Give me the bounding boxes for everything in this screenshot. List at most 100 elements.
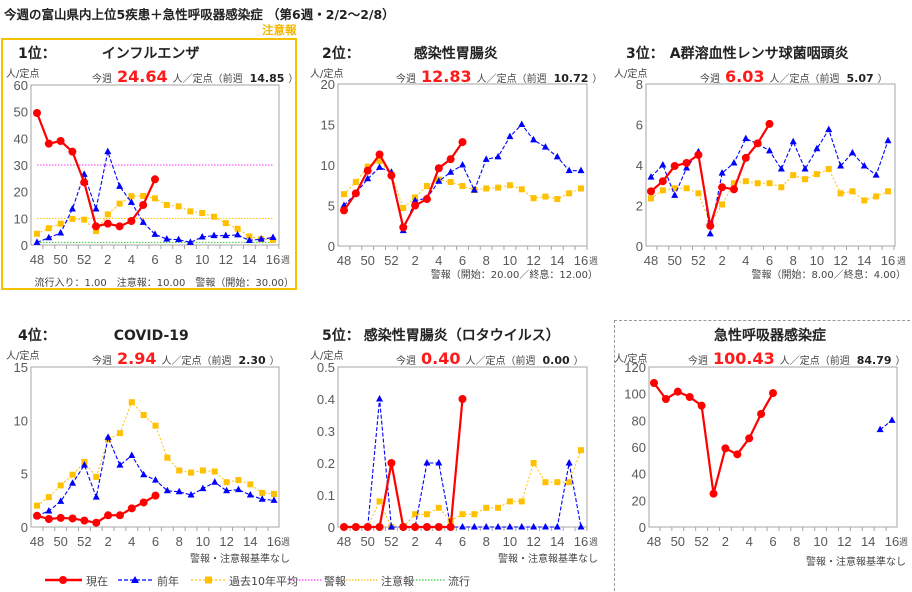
x-axis-unit: 週 (589, 256, 598, 267)
x-tick-label: 12 (219, 534, 233, 549)
data-point-prior (459, 523, 466, 530)
data-point-prior (33, 238, 41, 245)
data-point-prior (577, 166, 585, 174)
data-point-prior (92, 493, 100, 500)
data-point-prior (139, 218, 147, 225)
data-point-avg (542, 193, 549, 200)
data-point-current (729, 185, 738, 194)
close-paren: ） (573, 356, 584, 367)
x-tick-label: 12 (219, 252, 233, 267)
data-point-avg (554, 479, 561, 486)
data-point-current (694, 150, 703, 159)
data-point-avg (187, 208, 194, 215)
x-tick-label: 8 (793, 534, 800, 549)
x-tick-label: 12 (526, 253, 540, 268)
data-point-avg (754, 180, 761, 187)
x-tick-label: 50 (53, 534, 67, 549)
legend-current-marker (59, 576, 67, 584)
data-point-avg (495, 504, 502, 511)
disease-name: 感染性胃腸炎 (413, 46, 498, 62)
data-point-avg (69, 215, 76, 222)
warning-badge: 注意報 (262, 23, 297, 37)
x-tick-label: 16 (266, 252, 280, 267)
x-tick-label: 14 (243, 534, 257, 549)
x-tick-label: 2 (718, 253, 725, 268)
x-tick-label: 6 (459, 253, 466, 268)
data-point-prior (565, 166, 573, 174)
x-tick-label: 16 (881, 253, 895, 268)
data-point-avg (495, 184, 502, 191)
y-tick-label: 50 (14, 105, 28, 120)
data-point-avg (648, 195, 654, 202)
prev-week-value: 10.72 (553, 72, 589, 85)
disease-name: インフルエンザ (101, 46, 200, 62)
legend-warning-label: 注意報 (381, 575, 414, 588)
data-point-avg (93, 473, 100, 480)
series-line-過去10年平均 (36, 401, 275, 507)
data-point-prior (553, 152, 561, 160)
close-paren: ） (269, 356, 280, 367)
y-axis-unit: 人/定点 (614, 354, 648, 365)
data-point-avg (116, 200, 123, 207)
unit-prev-label: 人／定点（前週 (769, 74, 840, 85)
data-point-avg (530, 460, 537, 466)
data-point-avg (790, 172, 797, 179)
data-point-avg (176, 467, 183, 474)
data-point-current (92, 518, 101, 527)
data-point-avg (518, 498, 525, 505)
data-point-current (706, 221, 715, 230)
this-week-row: 今週 2.94 人／定点（前週 2.30 ） (92, 349, 280, 368)
data-point-prior (411, 196, 419, 204)
data-point-prior (530, 523, 538, 530)
data-point-prior (128, 451, 136, 459)
x-tick-label: 14 (550, 534, 564, 549)
data-point-current (650, 379, 658, 387)
data-point-prior (565, 459, 573, 466)
x-tick-label: 14 (242, 252, 256, 267)
data-point-current (745, 434, 754, 443)
data-point-avg (566, 479, 573, 486)
data-point-prior (825, 125, 833, 133)
data-point-avg (234, 225, 241, 232)
data-point-current (718, 183, 727, 192)
data-point-current (127, 504, 136, 513)
data-point-current (411, 201, 420, 210)
data-point-avg (459, 511, 466, 518)
data-point-prior (163, 235, 171, 242)
data-point-avg (518, 186, 525, 193)
x-tick-label: 48 (30, 534, 44, 549)
x-tick-label: 2 (104, 252, 111, 267)
x-tick-label: 10 (503, 253, 517, 268)
data-point-avg (837, 190, 844, 197)
this-week-label: 今週 (396, 356, 416, 367)
x-tick-label: 50 (53, 252, 67, 267)
data-point-prior (57, 229, 65, 236)
x-tick-label: 6 (152, 534, 159, 549)
data-point-prior (671, 191, 679, 198)
x-tick-label: 8 (790, 253, 797, 268)
data-point-current (340, 523, 348, 531)
data-point-prior (494, 523, 502, 530)
data-point-avg (506, 498, 513, 505)
threshold-note: 警報・注意報基準なし (806, 557, 906, 568)
y-tick-label: 10 (321, 158, 335, 173)
data-point-avg (222, 220, 229, 227)
y-tick-label: 0 (328, 239, 335, 254)
data-point-prior (246, 491, 254, 498)
data-point-prior (116, 461, 124, 468)
threshold-note: 警報（開始：20.00／終息：12.00） (430, 270, 598, 281)
data-point-current (733, 450, 742, 459)
y-tick-label: 5 (328, 199, 335, 214)
data-point-prior (813, 144, 821, 152)
data-point-avg (530, 195, 537, 202)
disease-name: 急性呼吸器感染症 (714, 328, 826, 344)
data-point-avg (34, 230, 40, 237)
data-point-prior (175, 487, 183, 495)
data-point-current (697, 401, 706, 410)
x-axis-unit: 週 (899, 537, 908, 548)
data-point-avg (695, 190, 702, 197)
chart-panel-2: 2位： 感染性胃腸炎 人/定点 今週 12.83 人／定点（前週 10.72 ）… (304, 38, 608, 320)
data-point-prior (423, 459, 431, 466)
data-point-current (446, 523, 455, 531)
